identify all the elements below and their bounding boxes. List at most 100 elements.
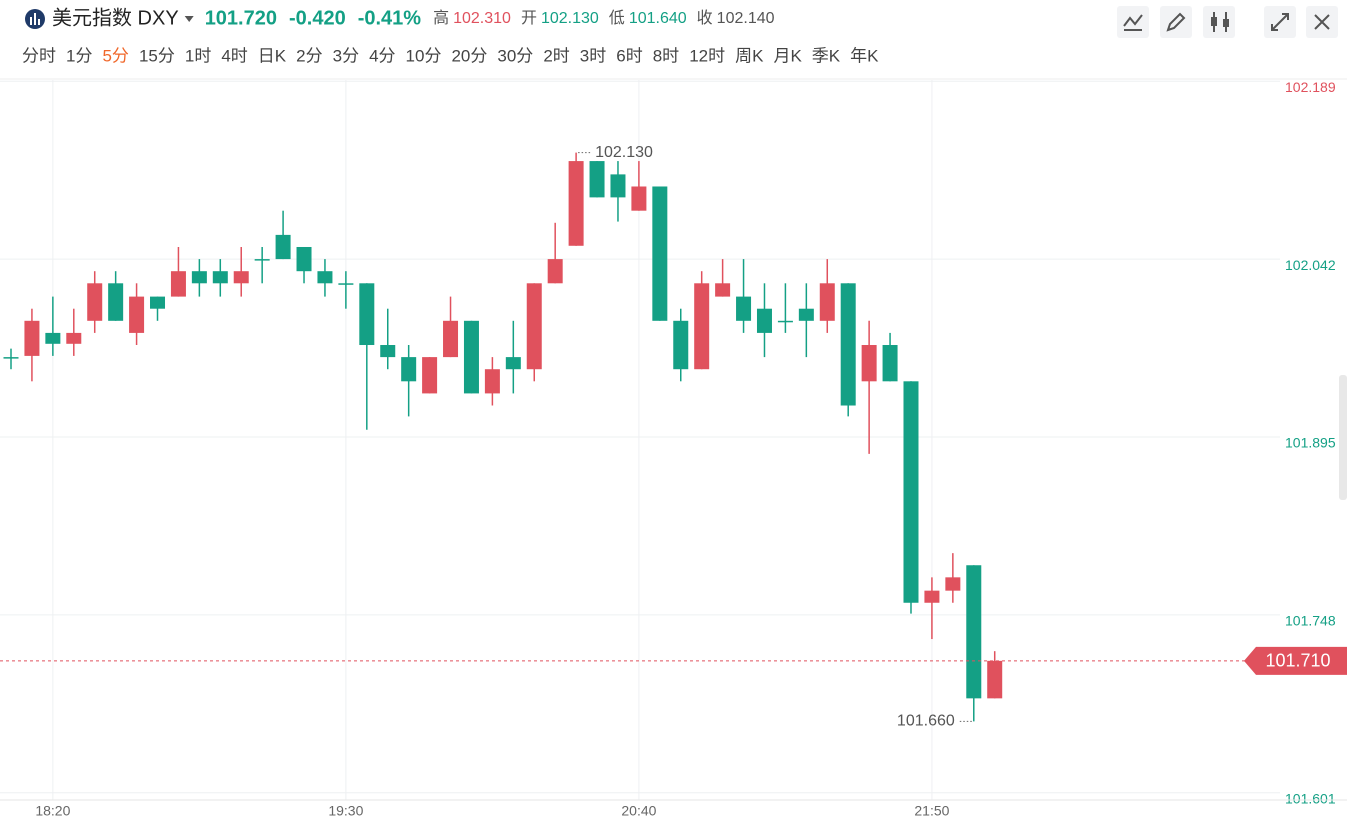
- y-tick-label: 101.895: [1285, 435, 1336, 451]
- interval-tab[interactable]: 3时: [580, 46, 606, 65]
- toolbar: [1117, 6, 1338, 38]
- candle-body: [233, 271, 249, 284]
- dropdown-arrow[interactable]: [184, 16, 194, 22]
- y-tick-label: 102.189: [1285, 79, 1336, 95]
- interval-tab[interactable]: 日K: [258, 46, 287, 65]
- candle-body: [254, 259, 270, 261]
- candle-body: [966, 565, 982, 699]
- y-tick-label: 101.601: [1285, 790, 1336, 806]
- interval-tab[interactable]: 5分: [102, 46, 128, 65]
- candle-body: [736, 296, 752, 321]
- candle-body: [589, 161, 605, 198]
- candle-body: [715, 283, 731, 297]
- stat-value: 101.640: [629, 10, 687, 27]
- candle-body: [401, 357, 417, 382]
- logo-glyph: [30, 13, 40, 25]
- candle-body: [987, 660, 1003, 699]
- x-tick-label: 20:40: [621, 803, 656, 819]
- stat-value: 102.310: [453, 10, 511, 27]
- interval-tab[interactable]: 2分: [296, 46, 322, 65]
- interval-tab[interactable]: 20分: [451, 46, 487, 65]
- candle-body: [296, 246, 312, 272]
- candle-body: [170, 271, 186, 297]
- tool-candle[interactable]: [1203, 6, 1235, 38]
- candle-body: [359, 283, 375, 346]
- interval-tab[interactable]: 周K: [735, 46, 764, 65]
- candle-body: [505, 357, 521, 370]
- candle-body: [317, 271, 333, 284]
- candle-body: [610, 174, 626, 198]
- candle-body: [924, 590, 940, 603]
- candle-body: [24, 320, 40, 356]
- candle-body: [756, 308, 772, 333]
- last-price-tag: [1244, 646, 1347, 675]
- interval-tab[interactable]: 8时: [653, 46, 679, 65]
- candle-body: [129, 296, 145, 333]
- tool-candle-body: [1211, 17, 1217, 26]
- candle-body: [547, 259, 563, 284]
- candle-body: [150, 296, 166, 309]
- scroll-handle[interactable]: [1339, 375, 1347, 500]
- interval-tab[interactable]: 12时: [689, 46, 725, 65]
- candle-body: [882, 345, 898, 382]
- tool-candle-body: [1223, 19, 1229, 27]
- candle-body: [840, 283, 856, 406]
- stat-label: 收: [697, 9, 713, 27]
- candle-body: [484, 369, 500, 394]
- interval-tab[interactable]: 10分: [406, 46, 442, 65]
- candle-body: [191, 271, 207, 284]
- candle-body: [275, 234, 291, 260]
- instrument-title: 美元指数 DXY: [52, 6, 179, 29]
- candle-body: [108, 283, 124, 321]
- tool-draw[interactable]: [1160, 6, 1192, 38]
- interval-tab[interactable]: 1时: [185, 46, 211, 65]
- candle-body: [66, 332, 82, 344]
- candle-body: [45, 332, 61, 344]
- candle-body: [443, 320, 459, 358]
- candle-body: [631, 186, 647, 211]
- y-tick-label: 102.042: [1285, 257, 1336, 273]
- tool-expand-icon: [1271, 13, 1289, 31]
- x-tick-label: 21:50: [914, 803, 949, 819]
- interval-tab[interactable]: 4分: [369, 46, 395, 65]
- interval-tab[interactable]: 分时: [22, 46, 56, 65]
- candle-body: [3, 357, 19, 359]
- x-tick-label: 19:30: [328, 803, 363, 819]
- candle-body: [652, 186, 668, 321]
- stat-value: 102.130: [541, 10, 599, 27]
- candle-body: [338, 283, 354, 285]
- candle-body: [945, 577, 961, 591]
- stat-label: 高: [433, 9, 449, 27]
- interval-tab[interactable]: 年K: [850, 46, 879, 65]
- interval-tab[interactable]: 2时: [543, 46, 569, 65]
- candle-body: [694, 283, 710, 370]
- y-tick-label: 101.748: [1285, 613, 1336, 629]
- candle-body: [422, 357, 438, 394]
- interval-tab[interactable]: 1分: [66, 46, 92, 65]
- candle-body: [463, 320, 479, 394]
- last-price-tag-label: 101.710: [1265, 651, 1330, 671]
- interval-tab[interactable]: 3分: [333, 46, 359, 65]
- candle-body: [212, 271, 228, 284]
- candle-body: [819, 283, 835, 321]
- low-annotation: 101.660: [897, 713, 955, 730]
- stat-label: 开: [521, 10, 537, 27]
- interval-tab[interactable]: 6时: [616, 46, 642, 65]
- interval-tab[interactable]: 15分: [139, 46, 175, 65]
- candle-body: [798, 308, 814, 321]
- interval-tab[interactable]: 季K: [812, 46, 841, 65]
- interval-tab[interactable]: 30分: [497, 46, 533, 65]
- last-price: 101.720: [205, 7, 277, 29]
- candle-body: [777, 320, 793, 323]
- interval-tab[interactable]: 4时: [221, 46, 247, 65]
- tool-close-icon: [1314, 14, 1330, 30]
- x-tick-label: 18:20: [35, 803, 70, 819]
- price-change-pct: -0.41%: [358, 7, 422, 29]
- interval-tab[interactable]: 月K: [773, 46, 802, 65]
- high-annotation: 102.130: [595, 144, 653, 161]
- candle-body: [87, 283, 103, 321]
- stat-label: 低: [609, 9, 625, 27]
- stat-value: 102.140: [717, 10, 775, 27]
- price-change: -0.420: [289, 7, 346, 29]
